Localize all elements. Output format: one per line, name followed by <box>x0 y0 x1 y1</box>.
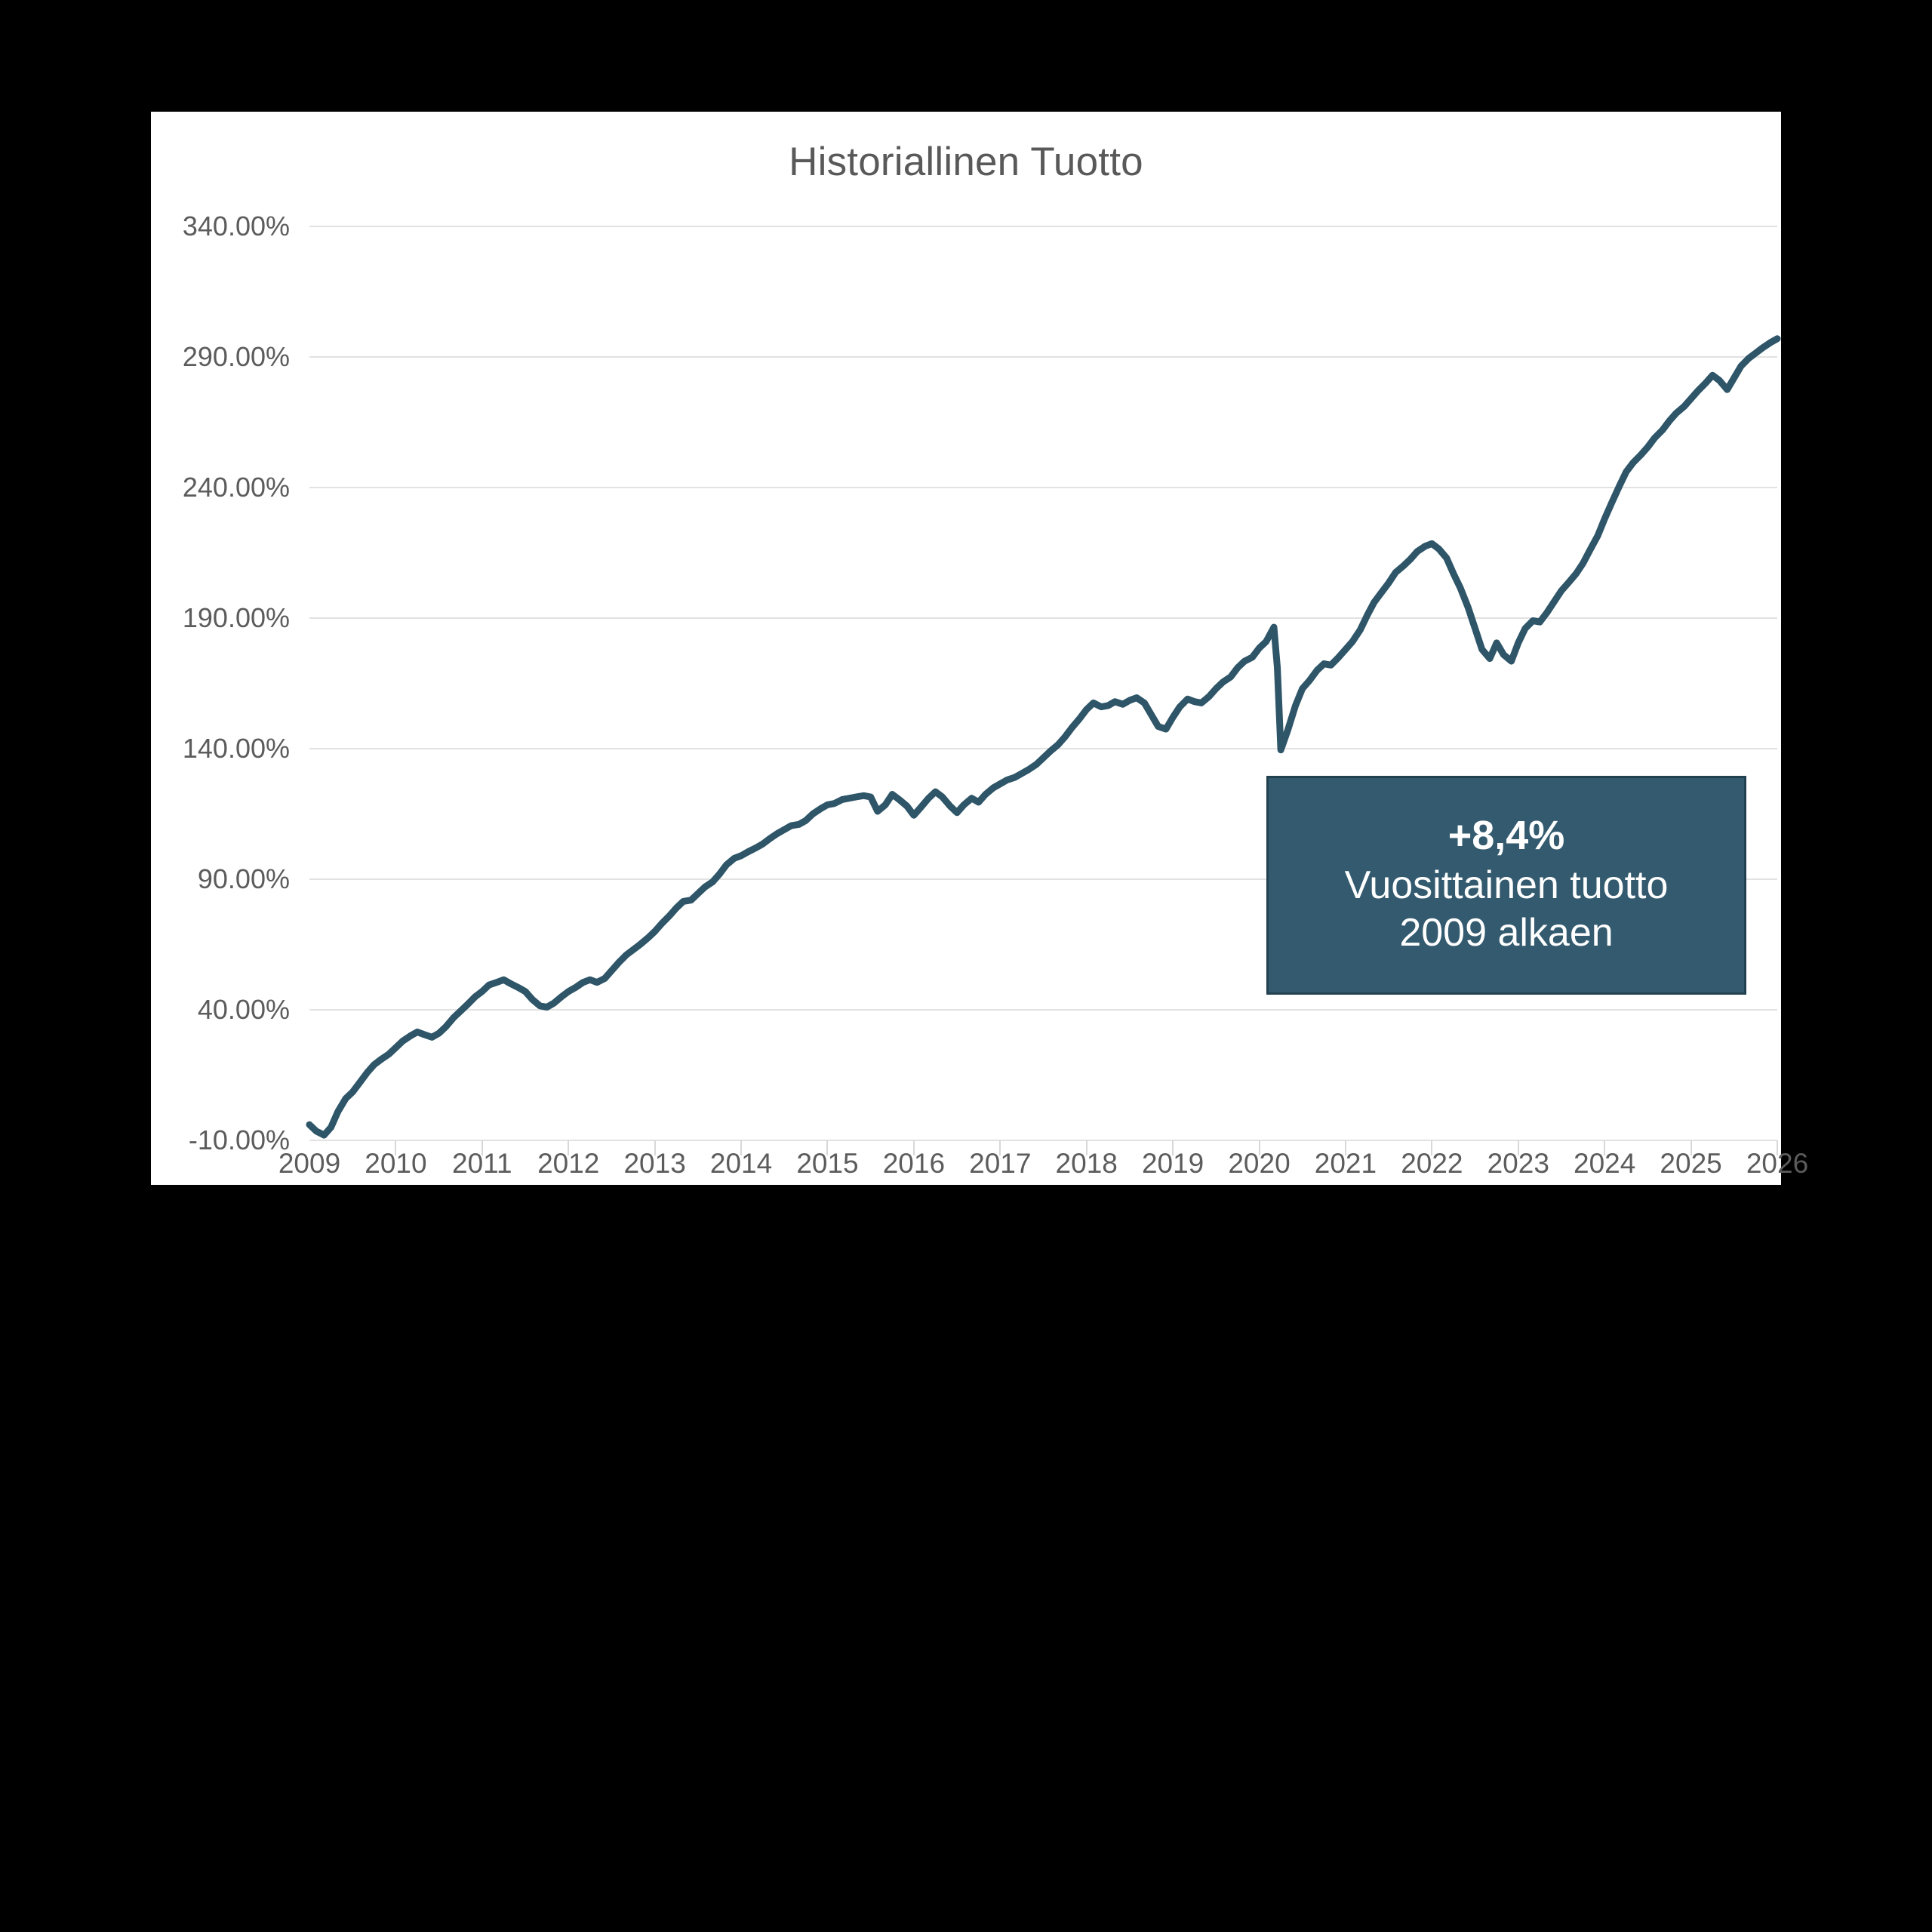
x-tick-mark <box>1690 1140 1692 1155</box>
x-tick-mark <box>1517 1140 1519 1155</box>
x-tick-mark <box>481 1140 483 1155</box>
y-tick-label: 340.00% <box>182 211 290 242</box>
x-tick-mark <box>999 1140 1001 1155</box>
gridline <box>309 748 1777 749</box>
y-tick-label: 140.00% <box>182 733 290 764</box>
callout-description-line-2: 2009 alkaen <box>1399 911 1614 955</box>
historical-return-line-series <box>306 335 1781 1139</box>
gridline <box>309 356 1777 358</box>
chart-panel: Historiallinen Tuotto 340.00% 290.00% 240.… <box>151 112 1808 1185</box>
y-tick-label: 90.00% <box>197 863 290 894</box>
plot-area: 340.00% 290.00% 240.00% 190.00% 140.00% 90.00… <box>183 211 1808 1179</box>
gridline <box>309 487 1777 488</box>
x-tick-mark <box>740 1140 743 1155</box>
callout-value: +8,4% <box>1447 813 1565 859</box>
gridline <box>309 878 1777 880</box>
x-tick-mark <box>1604 1140 1606 1155</box>
y-tick-label: 190.00% <box>182 602 290 633</box>
x-tick-label: 2009 <box>278 1148 341 1179</box>
x-tick-mark <box>1777 1140 1778 1155</box>
callout-description-line-1: Vuosittainen tuotto <box>1344 863 1669 907</box>
x-tick-mark <box>1431 1140 1433 1155</box>
gridline <box>309 1140 1777 1141</box>
x-tick-mark <box>654 1140 656 1155</box>
gridline <box>309 226 1777 227</box>
x-tick-mark <box>1258 1140 1260 1155</box>
x-tick-mark <box>826 1140 829 1155</box>
x-tick-mark <box>1085 1140 1088 1155</box>
y-tick-label: 40.00% <box>197 994 290 1025</box>
x-tick-mark <box>912 1140 915 1155</box>
x-tick-mark <box>1344 1140 1346 1155</box>
gridline <box>309 1009 1777 1011</box>
x-tick-mark <box>568 1140 570 1155</box>
y-tick-label: -10.00% <box>188 1124 290 1155</box>
gridline <box>309 617 1777 619</box>
chart-title: Historiallinen Tuotto <box>789 140 1143 184</box>
y-tick-label: 240.00% <box>182 472 290 503</box>
x-tick-mark <box>395 1140 397 1155</box>
y-tick-label: 290.00% <box>182 341 290 372</box>
annual-return-callout: +8,4% Vuosittainen tuotto 2009 alkaen <box>1266 776 1746 995</box>
series-line-path <box>306 335 1781 1139</box>
x-tick-mark <box>1172 1140 1174 1155</box>
